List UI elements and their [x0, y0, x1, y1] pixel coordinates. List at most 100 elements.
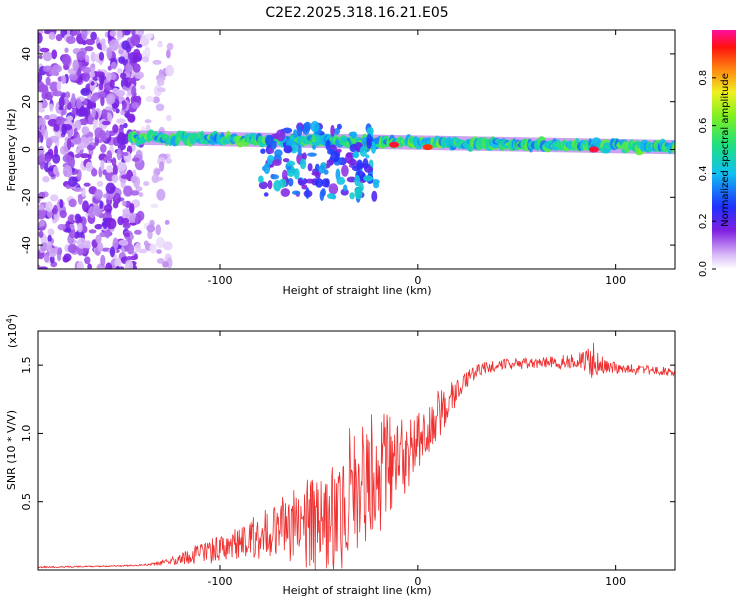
spectrogram-noise-mark	[82, 40, 87, 46]
spectrogram-noise-mark	[70, 31, 78, 36]
spectrogram-noise-mark	[47, 228, 55, 236]
spectrogram-scatter-mark	[293, 168, 300, 180]
snr-ylabel: SNR (10 * V/V)	[5, 410, 18, 490]
spectrogram-scatter-mark	[330, 124, 335, 137]
spectrogram-noise-mark	[109, 30, 117, 37]
y-tick-label: 1.0	[20, 425, 33, 443]
spectrogram-noise-mark	[106, 150, 113, 162]
spectrogram-noise-mark	[120, 174, 130, 179]
spectrogram-noise-mark	[38, 230, 44, 238]
spectrogram-noise-mark	[38, 54, 43, 60]
spectrogram-scatter-mark	[336, 123, 342, 130]
spectrogram-noise-mark	[79, 107, 88, 117]
spectrogram-noise-mark	[94, 223, 103, 230]
spectrogram-noise-mark	[127, 77, 133, 83]
spectrogram-scatter-mark	[278, 178, 287, 188]
colorbar-tick-label: 0.6	[698, 118, 709, 134]
colorbar-tick-label: 0.8	[698, 70, 709, 86]
spectrogram-noise-mark	[40, 242, 49, 252]
spectrogram-noise-mark	[164, 219, 170, 225]
spectrogram-scatter-mark	[364, 165, 374, 173]
spectrogram-noise-mark	[38, 266, 48, 269]
spectrogram-noise-mark	[38, 132, 43, 139]
spectrogram-noise-mark	[156, 258, 165, 264]
spectrogram-noise-mark	[122, 101, 127, 110]
spectrogram-noise-mark	[64, 227, 72, 233]
y-tick-label: 1.5	[20, 356, 33, 374]
spectrogram-scatter-mark	[312, 141, 320, 146]
spectrogram-noise-mark	[44, 30, 52, 35]
spectrogram-noise-mark	[99, 200, 104, 209]
spectrogram-noise-mark	[130, 34, 141, 46]
spectrogram-noise-mark	[51, 49, 58, 60]
spectrogram-noise-mark	[83, 182, 91, 187]
spectrogram-noise-mark	[109, 79, 115, 88]
x-tick-label: 0	[414, 575, 421, 588]
y-tick-label: 0.5	[20, 493, 33, 511]
spectrogram-noise-mark	[146, 224, 156, 233]
spectrogram-scatter-mark	[356, 162, 364, 170]
spectrogram-noise-mark	[38, 155, 45, 163]
spectrogram-scatter-mark	[341, 164, 349, 177]
spectrogram-noise-mark	[142, 56, 150, 63]
spectrogram-noise-mark	[83, 99, 88, 106]
spectrogram-noise-mark	[129, 203, 135, 214]
spectrogram-noise-mark	[53, 204, 58, 215]
spectrogram-noise-mark	[64, 257, 70, 263]
spectrogram-noise-mark	[132, 56, 142, 62]
spectrogram-noise-mark	[47, 234, 52, 243]
spectrogram-noise-mark	[38, 191, 46, 200]
spectrogram-noise-mark	[109, 246, 115, 258]
spectrogram-scatter-mark	[349, 192, 355, 200]
spectrogram-noise-mark	[97, 93, 105, 99]
spectrogram-scatter-mark	[262, 165, 267, 172]
spectrogram-noise-mark	[82, 71, 90, 82]
spectrogram-noise-mark	[38, 203, 44, 211]
spectrogram-noise-mark	[113, 192, 120, 200]
spectrogram-noise-mark	[86, 144, 95, 151]
spectrogram-noise-mark	[112, 87, 120, 94]
spectrogram-noise-mark	[145, 48, 151, 54]
spectrogram-noise-mark	[57, 247, 63, 256]
snr-series-line	[38, 342, 675, 570]
spectrogram-noise-mark	[106, 218, 117, 230]
spectrogram-scatter-mark	[363, 175, 374, 182]
spectrogram-noise-mark	[87, 136, 94, 143]
spectrogram-noise-mark	[112, 164, 118, 176]
colorbar-tick-label: 0.0	[698, 261, 709, 277]
spectrogram-scatter-mark	[333, 128, 341, 135]
spectrogram-noise-mark	[89, 63, 96, 72]
x-tick-label: 100	[605, 274, 626, 287]
spectrogram-scatter-mark	[328, 183, 339, 195]
spectrogram-noise-mark	[49, 247, 57, 258]
spectrogram-scatter-mark	[314, 178, 324, 188]
spectrogram-noise-mark	[80, 87, 90, 96]
snr-ticks: -100 0 100 0.5 1.0 1.5	[20, 331, 675, 588]
spectrogram-scatter-mark	[346, 176, 357, 183]
spectrogram-noise-mark	[134, 215, 139, 225]
spectrogram-scatter-mark	[340, 188, 349, 196]
spectrogram-scatter-mark	[258, 175, 264, 184]
spectrogram-noise-mark	[97, 242, 104, 252]
spectrogram-noise-mark	[40, 162, 45, 170]
spectrogram-noise-mark	[74, 119, 82, 131]
spectrogram-noise-mark	[109, 39, 119, 51]
spectrogram-noise-mark	[162, 241, 173, 251]
snr-panel: -100 0 100 0.5 1.0 1.5 Height of straight lin…	[5, 314, 676, 597]
spectrogram-peak-mark	[389, 141, 400, 148]
spectrogram-noise-mark	[131, 30, 136, 36]
spectrogram-noise-mark	[122, 152, 129, 156]
spectrogram-noise-mark	[112, 237, 119, 250]
spectrogram-scatter-mark	[319, 189, 325, 201]
spectrogram-noise-mark	[40, 123, 46, 136]
spectrogram-scatter-mark	[298, 180, 305, 186]
spectrogram-noise-mark	[99, 73, 105, 86]
spectrogram-noise-mark	[124, 232, 131, 237]
spectrogram-scatter-mark	[305, 187, 310, 200]
spectrogram-noise-mark	[56, 80, 62, 92]
spectrogram-noise-mark	[165, 64, 175, 77]
spectrogram-noise-mark	[67, 156, 76, 168]
spectrogram-noise-mark	[101, 108, 108, 119]
spectrogram-scatter-mark	[274, 149, 283, 157]
